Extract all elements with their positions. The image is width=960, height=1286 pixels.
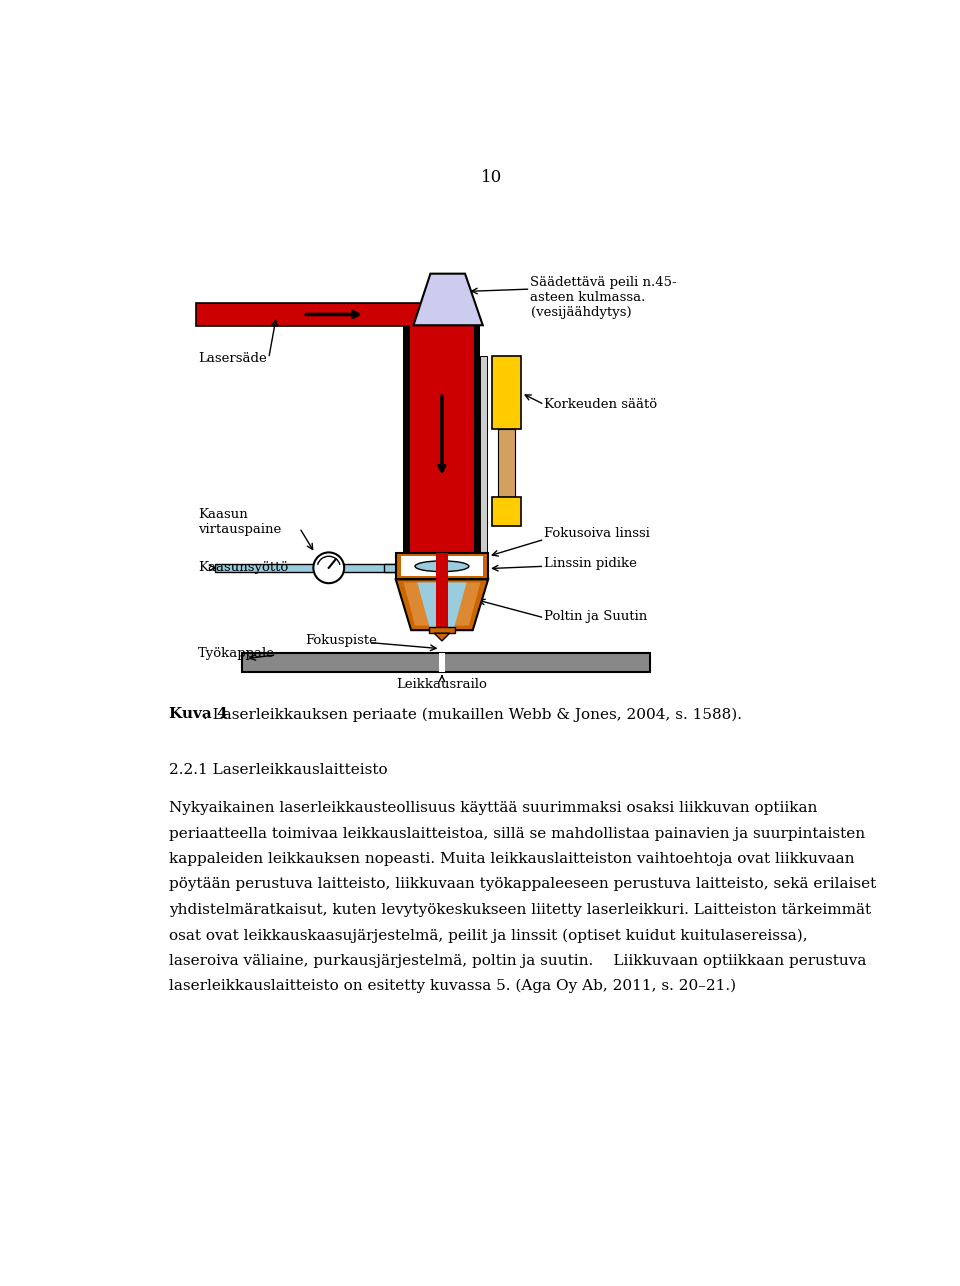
Text: Linssin pidike: Linssin pidike [544, 557, 637, 571]
Bar [384, 565, 396, 572]
Text: Säädettävä peili n.45-
asteen kulmassa.
(vesijäähdytys): Säädettävä peili n.45- asteen kulmassa. … [531, 276, 677, 319]
Bar [492, 356, 521, 430]
Polygon shape [396, 580, 488, 630]
Polygon shape [403, 583, 480, 625]
Text: Leikkausrailo: Leikkausrailo [396, 678, 488, 691]
Bar [401, 557, 483, 576]
Text: 10: 10 [481, 168, 503, 186]
Text: Nykyaikainen laserleikkausteollisuus käyttää suurimmaksi osaksi liikkuvan optiik: Nykyaikainen laserleikkausteollisuus käy… [169, 801, 817, 815]
Text: kappaleiden leikkauksen nopeasti. Muita leikkauslaitteiston vaihtoehtoja ovat li: kappaleiden leikkauksen nopeasti. Muita … [169, 851, 854, 865]
Bar [498, 430, 516, 496]
Polygon shape [414, 274, 483, 325]
Bar [403, 325, 410, 576]
Bar [196, 303, 426, 327]
Bar [492, 496, 521, 526]
Bar [474, 325, 480, 576]
Text: Korkeuden säätö: Korkeuden säätö [544, 399, 658, 412]
Text: 2.2.1 Laserleikkauslaitteisto: 2.2.1 Laserleikkauslaitteisto [169, 763, 387, 777]
Text: Poltin ja Suutin: Poltin ja Suutin [544, 610, 648, 622]
Bar [242, 653, 650, 671]
Text: Kaasunsyöttö: Kaasunsyöttö [198, 561, 288, 575]
Text: Fokusoiva linssi: Fokusoiva linssi [544, 527, 650, 540]
Ellipse shape [415, 561, 468, 572]
Bar [480, 356, 487, 576]
Circle shape [313, 553, 344, 584]
Text: Fokuspiste: Fokuspiste [305, 634, 377, 647]
Text: pöytään perustuva laitteisto, liikkuvaan työkappaleeseen perustuva laitteisto, s: pöytään perustuva laitteisto, liikkuvaan… [169, 877, 876, 891]
Bar [410, 325, 474, 576]
Text: . Laserleikkauksen periaate (mukaillen Webb & Jones, 2004, s. 1588).: . Laserleikkauksen periaate (mukaillen W… [204, 707, 742, 721]
Polygon shape [429, 628, 455, 633]
Text: periaatteella toimivaa leikkauslaitteistoa, sillä se mahdollistaa painavien ja s: periaatteella toimivaa leikkauslaitteist… [169, 827, 865, 841]
Bar [215, 565, 396, 572]
Bar [439, 653, 445, 671]
Text: Lasersäde: Lasersäde [198, 352, 267, 365]
Polygon shape [418, 583, 467, 630]
Bar [396, 553, 488, 580]
Text: Kuva 4: Kuva 4 [169, 707, 228, 721]
Text: yhdistelmäratkaisut, kuten levytyökeskukseen liitetty laserleikkuri. Laitteiston: yhdistelmäratkaisut, kuten levytyökeskuk… [169, 903, 871, 917]
Text: laseroiva väliaine, purkausjärjestelmä, poltin ja suutin.  Liikkuvaan optiikkaan: laseroiva väliaine, purkausjärjestelmä, … [169, 954, 866, 967]
Text: osat ovat leikkauskaasujärjestelmä, peilit ja linssit (optiset kuidut kuitulaser: osat ovat leikkauskaasujärjestelmä, peil… [169, 928, 807, 943]
Text: Työkappale: Työkappale [198, 647, 275, 660]
Polygon shape [434, 633, 449, 640]
Bar [436, 553, 448, 637]
Text: Kaasun
virtauspaine: Kaasun virtauspaine [198, 508, 281, 536]
Text: laserleikkauslaitteisto on esitetty kuvassa 5. (Aga Oy Ab, 2011, s. 20–21.): laserleikkauslaitteisto on esitetty kuva… [169, 979, 735, 993]
